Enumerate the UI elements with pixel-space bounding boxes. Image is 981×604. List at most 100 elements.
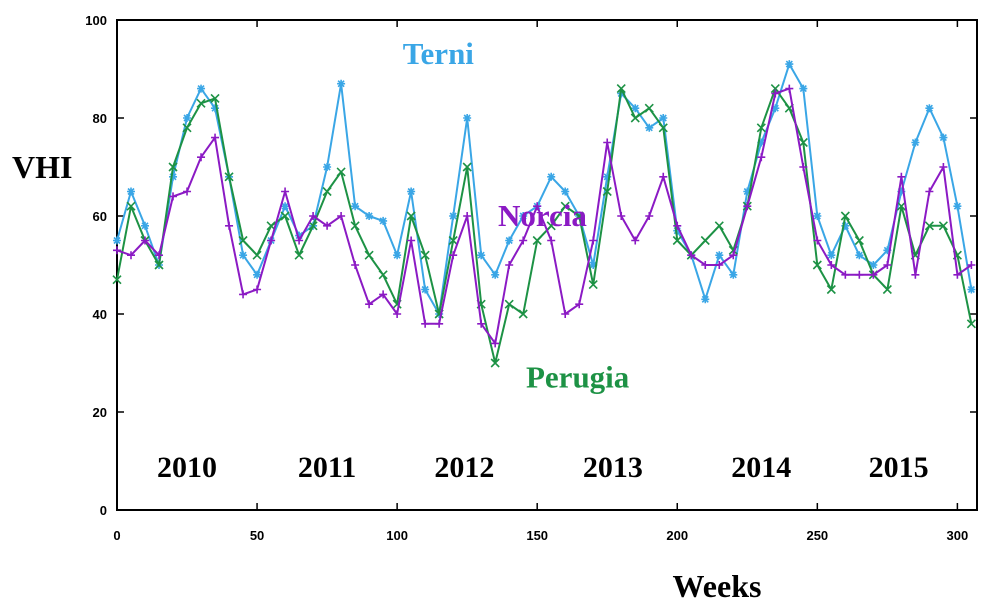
year-label: 2010 xyxy=(157,451,217,484)
x-tick-label: 250 xyxy=(806,528,828,543)
data-point xyxy=(253,285,262,294)
data-point xyxy=(449,251,458,260)
data-point xyxy=(421,285,430,294)
data-point xyxy=(827,261,836,269)
data-point xyxy=(589,236,598,245)
data-point xyxy=(197,153,206,162)
data-point xyxy=(841,270,850,279)
data-point xyxy=(365,212,374,220)
data-point xyxy=(953,270,962,279)
data-point xyxy=(645,123,654,132)
data-point xyxy=(490,358,500,368)
data-point xyxy=(757,138,766,147)
data-point xyxy=(687,251,696,260)
data-point xyxy=(196,98,206,108)
series-label-terni: Terni xyxy=(403,36,475,71)
x-tick-label: 150 xyxy=(526,528,548,543)
data-point xyxy=(589,261,598,269)
data-point xyxy=(911,138,920,147)
data-point xyxy=(463,212,472,220)
data-point xyxy=(813,212,822,220)
series-line-norcia xyxy=(116,87,972,345)
data-point xyxy=(588,280,598,290)
data-point xyxy=(700,235,710,246)
data-point xyxy=(337,212,346,220)
data-point xyxy=(672,235,682,246)
data-point xyxy=(827,251,836,260)
data-point xyxy=(854,235,864,246)
data-point xyxy=(505,261,514,269)
data-point xyxy=(211,104,220,113)
data-point xyxy=(603,138,612,147)
data-point xyxy=(533,202,542,211)
data-point xyxy=(855,270,864,279)
x-tick-label: 0 xyxy=(113,528,120,543)
data-point xyxy=(883,261,892,269)
series-label-norcia: Norcia xyxy=(498,198,587,233)
data-point xyxy=(826,284,836,295)
data-point xyxy=(785,60,794,69)
data-point xyxy=(938,221,948,231)
data-point xyxy=(841,221,850,230)
y-tick-label: 100 xyxy=(85,13,107,28)
x-tick-label: 300 xyxy=(947,528,969,543)
data-point xyxy=(518,309,528,319)
data-point xyxy=(658,123,668,133)
data-point xyxy=(560,201,570,211)
data-point xyxy=(602,186,612,197)
data-point xyxy=(141,236,150,245)
data-point xyxy=(407,236,416,245)
year-label: 2011 xyxy=(298,451,356,484)
data-point xyxy=(547,172,556,181)
data-point xyxy=(616,84,626,94)
data-point xyxy=(631,236,640,245)
data-point xyxy=(393,310,402,318)
data-point xyxy=(603,172,612,181)
data-point xyxy=(211,133,220,142)
data-point xyxy=(911,270,920,279)
year-labels: 2010 2011 2012 2013 2014 2015 xyxy=(157,451,929,484)
data-point xyxy=(406,211,416,221)
data-point xyxy=(897,187,906,196)
data-point xyxy=(239,251,248,260)
data-point xyxy=(771,89,780,98)
data-point xyxy=(574,211,584,221)
data-point xyxy=(295,231,304,240)
data-point xyxy=(896,201,906,211)
data-point xyxy=(532,235,542,246)
data-point xyxy=(197,84,206,93)
data-point xyxy=(855,251,864,260)
data-point xyxy=(505,236,514,245)
series-line-terni xyxy=(116,63,973,315)
data-point xyxy=(630,113,640,123)
data-point xyxy=(210,93,220,103)
year-label: 2012 xyxy=(434,451,494,484)
data-point xyxy=(799,84,808,93)
data-point xyxy=(869,261,878,269)
series-group xyxy=(112,60,976,368)
data-point xyxy=(869,270,878,279)
plot-frame xyxy=(116,19,978,511)
data-point xyxy=(561,310,570,318)
data-point xyxy=(435,319,444,328)
y-tick-label: 20 xyxy=(93,405,107,420)
data-point xyxy=(897,172,906,181)
data-point xyxy=(295,236,304,245)
data-point xyxy=(126,201,136,211)
data-point xyxy=(939,163,948,171)
data-point xyxy=(617,212,626,220)
y-tick-label: 80 xyxy=(93,111,107,126)
data-point xyxy=(966,319,976,329)
series-norcia xyxy=(113,84,976,348)
data-point xyxy=(743,202,752,211)
x-tick-label: 200 xyxy=(666,528,688,543)
data-point xyxy=(812,260,822,270)
data-point xyxy=(924,221,934,231)
data-point xyxy=(673,226,682,235)
axis-ticks: 0 50 100 150 200 250 300 0 20 40 60 80 100 xyxy=(85,13,977,543)
data-point xyxy=(449,212,458,220)
data-point xyxy=(281,187,290,196)
data-point xyxy=(281,202,290,211)
x-tick-label: 50 xyxy=(250,528,264,543)
data-point xyxy=(365,300,374,309)
